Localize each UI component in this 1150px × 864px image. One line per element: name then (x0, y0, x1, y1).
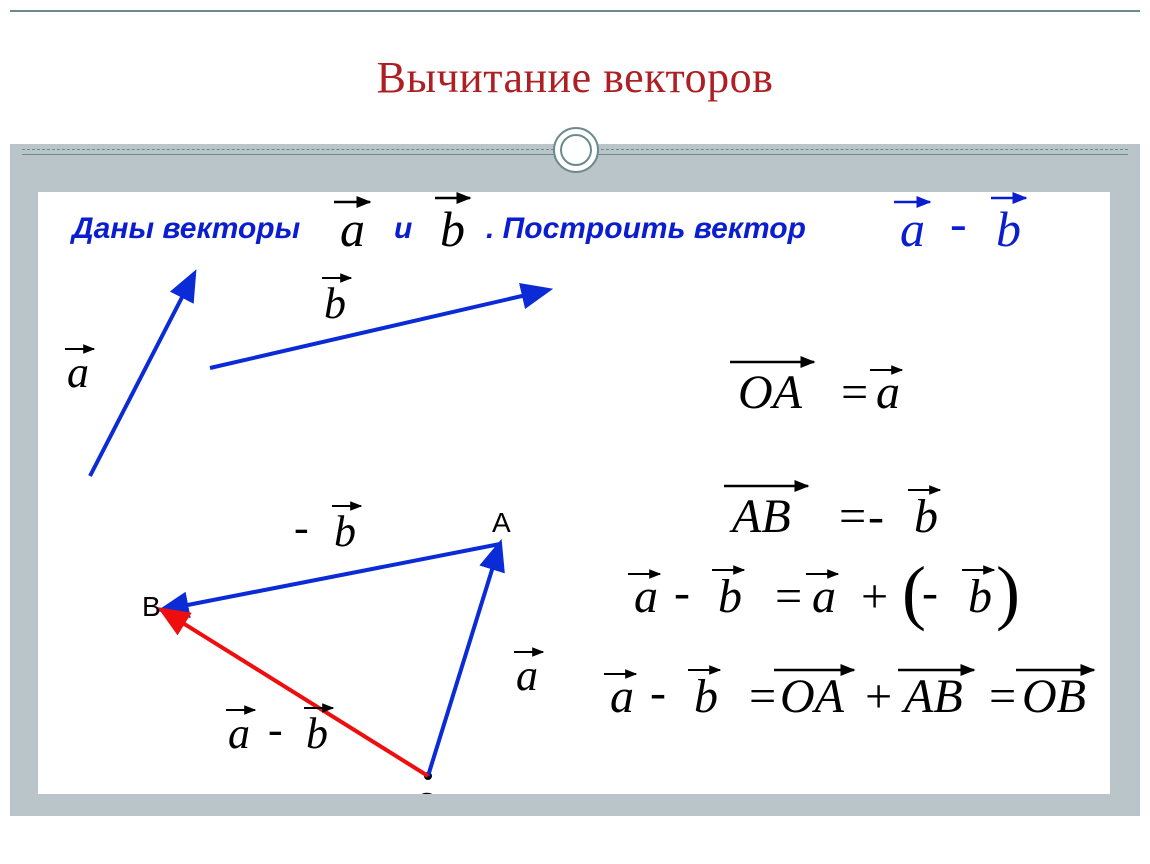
svg-text:-: - (868, 490, 884, 543)
task-result-minus: - (950, 195, 967, 251)
point-B-label: B (142, 591, 161, 622)
task-given: Даны векторы (69, 212, 301, 245)
svg-text:AB: AB (901, 670, 963, 723)
triangle-AB-label: b (334, 507, 356, 556)
formula-4: a - b = OA + AB = OB (604, 666, 1094, 723)
triangle-AB (162, 544, 500, 610)
svg-text:OA: OA (738, 366, 803, 419)
task-vec-b: b (440, 201, 465, 257)
given-vector-b (210, 290, 548, 368)
task-result-a: a (900, 201, 925, 257)
svg-text:OB: OB (1022, 670, 1086, 723)
svg-text:): ) (996, 552, 1020, 632)
svg-text:=: = (772, 570, 804, 623)
svg-text:a: a (812, 570, 836, 623)
given-vector-a (90, 274, 194, 476)
triangle-OB-minus: - (268, 705, 283, 754)
task-vec-a: a (340, 201, 365, 257)
svg-text:b: b (968, 570, 992, 623)
triangle-OA-label: a (516, 651, 538, 700)
svg-text:b: b (914, 490, 938, 543)
title-bullet-inner (560, 134, 592, 166)
svg-text:-: - (650, 666, 666, 719)
triangle-OB (162, 610, 428, 776)
top-border (10, 10, 1140, 12)
triangle-AB-minus: - (294, 503, 309, 552)
task-result-b: b (996, 201, 1021, 257)
formula-1: OA = a (730, 362, 902, 419)
svg-text:-: - (922, 566, 938, 619)
point-O-label: O (416, 787, 438, 794)
task-build: . Построить вектор (486, 212, 806, 245)
svg-text:=: = (986, 670, 1018, 723)
page-title: Вычитание векторов (0, 52, 1150, 103)
svg-text:a: a (876, 366, 900, 419)
svg-text:-: - (674, 566, 690, 619)
svg-text:AB: AB (729, 490, 791, 543)
triangle-OB-b: b (306, 709, 328, 758)
task-and: и (394, 212, 412, 245)
svg-text:OA: OA (780, 670, 845, 723)
diagram-svg: Даны векторы a и b . Построить вектор a … (38, 192, 1110, 794)
formula-2: AB = - b (724, 486, 940, 543)
formula-3: a - b = a + ( - b ) (628, 552, 1020, 632)
given-vector-b-label: b (324, 279, 346, 328)
svg-text:+: + (862, 670, 894, 723)
svg-text:b: b (718, 570, 742, 623)
svg-text:b: b (694, 670, 718, 723)
svg-text:=: = (746, 670, 778, 723)
svg-text:a: a (634, 570, 658, 623)
svg-text:=: = (838, 366, 870, 419)
content-panel: Даны векторы a и b . Построить вектор a … (38, 192, 1110, 794)
svg-text:+: + (858, 570, 890, 623)
triangle-OA (428, 544, 500, 776)
svg-text:=: = (836, 490, 868, 543)
given-vector-a-label: a (67, 348, 89, 397)
point-A-label: A (492, 507, 511, 538)
svg-text:a: a (610, 670, 634, 723)
triangle-OB-a: a (228, 709, 250, 758)
